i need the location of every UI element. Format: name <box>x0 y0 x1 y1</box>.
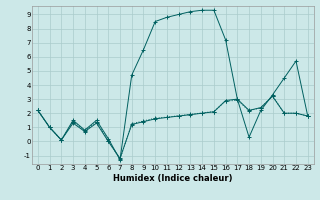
X-axis label: Humidex (Indice chaleur): Humidex (Indice chaleur) <box>113 174 233 183</box>
